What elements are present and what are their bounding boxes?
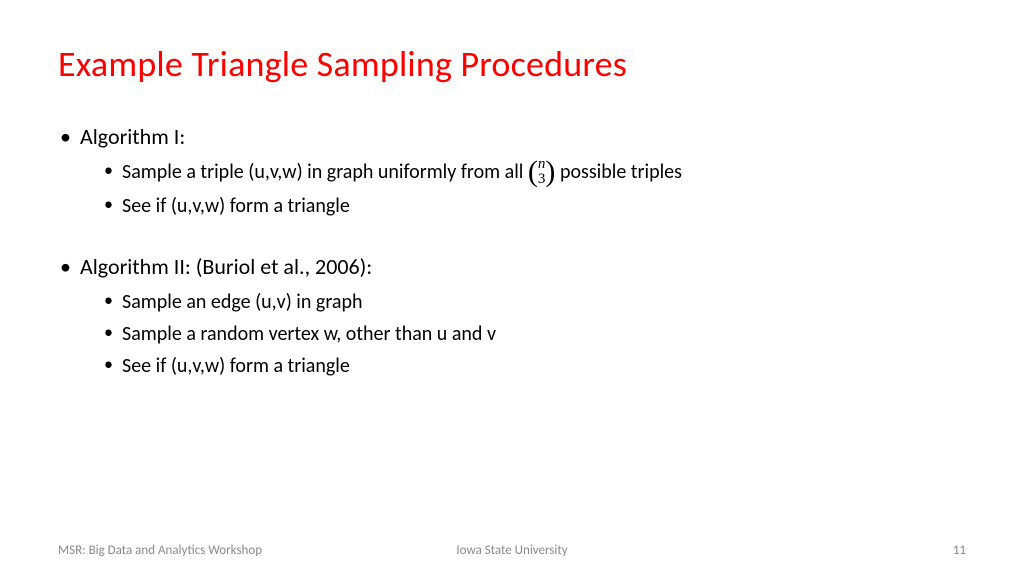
algo1-item1-prefix: Sample a triple (u,v,w) in graph uniform… — [122, 160, 528, 184]
slide-title: Example Triangle Sampling Procedures — [58, 42, 966, 86]
algo1-item1: Sample a triple (u,v,w) in graph uniform… — [102, 158, 966, 188]
footer-page-number: 11 — [953, 543, 966, 558]
algo2-item2: Sample a random vertex w, other than u a… — [102, 320, 966, 348]
algo2-item3: See if (u,v,w) form a triangle — [102, 352, 966, 380]
slide-footer: MSR: Big Data and Analytics Workshop Iow… — [0, 543, 1024, 558]
binomial-n-choose-3: (n3) — [528, 157, 556, 187]
footer-left: MSR: Big Data and Analytics Workshop — [58, 543, 262, 558]
algo1-item2: See if (u,v,w) form a triangle — [102, 192, 966, 220]
algo1-heading-text: Algorithm I: — [80, 123, 185, 150]
slide: Example Triangle Sampling Procedures Alg… — [0, 0, 1024, 576]
algo2-heading: Algorithm II: (Buriol et al., 2006): Sam… — [58, 252, 966, 380]
footer-center: Iowa State University — [456, 543, 567, 558]
algo1-heading: Algorithm I: Sample a triple (u,v,w) in … — [58, 122, 966, 220]
algo2-heading-text: Algorithm II: (Buriol et al., 2006): — [80, 253, 372, 280]
algo1-item1-suffix: possible triples — [555, 160, 682, 184]
algo2-item1: Sample an edge (u,v) in graph — [102, 288, 966, 316]
slide-body: Algorithm I: Sample a triple (u,v,w) in … — [58, 122, 966, 380]
